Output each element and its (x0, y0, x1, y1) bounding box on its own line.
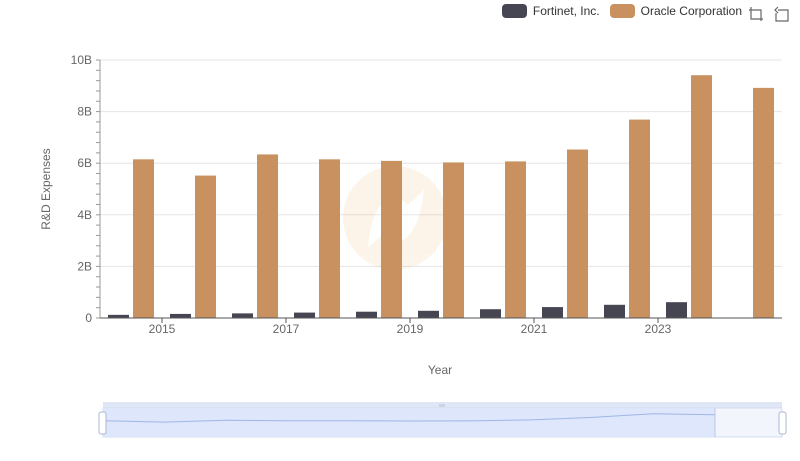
bar-oracle-2024[interactable] (753, 87, 774, 318)
bars-group (108, 75, 774, 319)
datazoom-preview-line (102, 413, 716, 423)
datazoom-right-handle[interactable] (778, 411, 787, 435)
bar-fortinet-2017[interactable] (294, 312, 315, 318)
bar-oracle-2023[interactable] (691, 75, 712, 318)
datazoom-top-bar[interactable] (103, 402, 782, 408)
bar-fortinet-2018[interactable] (356, 311, 377, 318)
zoom-icon[interactable] (748, 6, 764, 22)
bar-fortinet-2014[interactable] (108, 314, 129, 318)
bar-oracle-2020[interactable] (505, 161, 526, 318)
y-tick-label: 6B (77, 156, 92, 170)
bar-oracle-2019[interactable] (443, 162, 464, 318)
datazoom-left-handle[interactable] (98, 411, 107, 435)
bar-fortinet-2019[interactable] (418, 310, 439, 318)
y-tick-label: 2B (77, 259, 92, 273)
legend-label-oracle: Oracle Corporation (640, 4, 742, 18)
bar-fortinet-2022[interactable] (604, 304, 625, 318)
bar-oracle-2022[interactable] (629, 119, 650, 319)
y-tick-label: 0 (85, 311, 92, 325)
legend-item-fortinet[interactable]: Fortinet, Inc. (501, 4, 600, 18)
y-axis-title: R&D Expenses (39, 148, 53, 229)
y-tick-label: 4B (77, 208, 92, 222)
datazoom-slider[interactable] (98, 402, 787, 438)
bar-oracle-2014[interactable] (133, 159, 154, 318)
bar-fortinet-2015[interactable] (170, 313, 191, 318)
bar-oracle-2018[interactable] (381, 160, 402, 318)
legend-item-oracle[interactable]: Oracle Corporation (609, 4, 742, 18)
bar-oracle-2017[interactable] (319, 159, 340, 318)
x-tick-label: 2017 (273, 322, 300, 336)
x-tick-label: 2019 (397, 322, 424, 336)
x-tick-label: 2021 (521, 322, 548, 336)
datazoom-selected-area (103, 408, 715, 437)
x-axis-title: Year (428, 363, 452, 377)
bar-fortinet-2023[interactable] (666, 302, 687, 318)
x-tick-label: 2023 (645, 322, 672, 336)
chart-legend: Fortinet, Inc. Oracle Corporation (501, 4, 742, 18)
bar-oracle-2015[interactable] (195, 175, 216, 318)
bar-fortinet-2020[interactable] (480, 309, 501, 318)
chart-toolbox (748, 6, 790, 22)
legend-swatch-oracle (609, 4, 635, 18)
legend-swatch-fortinet (501, 4, 527, 18)
y-tick-label: 8B (77, 105, 92, 119)
bar-oracle-2021[interactable] (567, 149, 588, 318)
bar-oracle-2016[interactable] (257, 154, 278, 318)
restore-icon[interactable] (774, 6, 790, 22)
y-tick-label: 10B (71, 53, 92, 67)
axes-group: 0 2B 4B 6B 8B 10B 2015 2017 2019 2021 2023 (71, 53, 782, 336)
bar-fortinet-2021[interactable] (542, 307, 563, 318)
legend-label-fortinet: Fortinet, Inc. (532, 4, 600, 18)
bar-fortinet-2016[interactable] (232, 313, 253, 318)
x-tick-label: 2015 (149, 322, 176, 336)
datazoom-grip-icon (439, 404, 445, 407)
